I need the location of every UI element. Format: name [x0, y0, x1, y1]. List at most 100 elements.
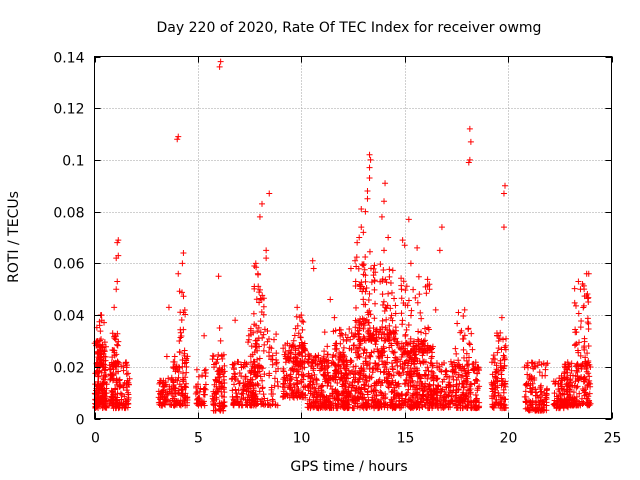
data-point	[171, 398, 178, 405]
data-point	[388, 372, 395, 379]
data-point	[379, 276, 386, 283]
data-point	[95, 398, 102, 405]
data-point	[263, 247, 270, 254]
data-point	[363, 362, 370, 369]
data-point	[228, 376, 235, 383]
data-point	[257, 295, 264, 302]
data-point	[501, 363, 508, 370]
data-point	[354, 239, 361, 246]
data-point	[366, 336, 373, 343]
data-point	[367, 352, 374, 359]
data-point	[343, 337, 350, 344]
data-point	[366, 151, 373, 158]
data-point	[422, 402, 429, 409]
data-point	[347, 265, 354, 272]
data-point	[466, 156, 473, 163]
data-point	[293, 392, 300, 399]
data-point	[375, 354, 382, 361]
data-point	[310, 394, 317, 401]
data-point	[558, 397, 565, 404]
data-point	[453, 402, 460, 409]
data-point	[175, 368, 182, 375]
data-point	[331, 342, 338, 349]
data-point	[268, 390, 275, 397]
data-point	[372, 395, 379, 402]
data-point	[442, 391, 449, 398]
data-point	[155, 394, 162, 401]
data-point	[184, 353, 191, 360]
data-point	[125, 370, 132, 377]
data-point	[378, 347, 385, 354]
data-point	[428, 368, 435, 375]
data-point	[113, 351, 120, 358]
data-point	[587, 380, 594, 387]
data-point	[381, 348, 388, 355]
data-point	[539, 372, 546, 379]
data-point	[524, 382, 531, 389]
data-point	[250, 329, 257, 336]
data-point	[362, 272, 369, 279]
data-point	[538, 361, 545, 368]
data-point	[319, 394, 326, 401]
data-point	[466, 125, 473, 132]
data-point	[400, 278, 407, 285]
data-point	[98, 317, 105, 324]
data-point	[421, 325, 428, 332]
data-point	[211, 390, 218, 397]
data-point	[475, 365, 482, 372]
data-point	[175, 270, 182, 277]
data-point	[350, 363, 357, 370]
data-point	[236, 369, 243, 376]
data-point	[209, 395, 216, 402]
data-point	[321, 329, 328, 336]
data-point	[494, 384, 501, 391]
data-point	[355, 265, 362, 272]
data-point	[472, 365, 479, 372]
data-point	[110, 363, 117, 370]
data-point	[297, 358, 304, 365]
data-point	[501, 355, 508, 362]
data-point	[352, 257, 359, 264]
data-point	[494, 349, 501, 356]
data-point	[532, 404, 539, 411]
data-point	[416, 385, 423, 392]
data-point	[399, 321, 406, 328]
data-point	[404, 341, 411, 348]
data-point	[95, 350, 102, 357]
data-point	[344, 334, 351, 341]
data-point	[564, 359, 571, 366]
data-point	[356, 324, 363, 331]
data-point	[212, 390, 219, 397]
data-point	[332, 353, 339, 360]
data-point	[221, 398, 228, 405]
data-point	[421, 343, 428, 350]
data-point	[501, 182, 508, 189]
data-point	[580, 304, 587, 311]
data-point	[196, 398, 203, 405]
data-point	[330, 395, 337, 402]
data-point	[324, 343, 331, 350]
data-point	[398, 275, 405, 282]
data-point	[394, 369, 401, 376]
data-point	[564, 395, 571, 402]
data-point	[413, 382, 420, 389]
data-point	[386, 273, 393, 280]
data-point	[158, 388, 165, 395]
data-point	[259, 200, 266, 207]
data-point	[286, 357, 293, 364]
data-point	[358, 224, 365, 231]
data-point	[114, 278, 121, 285]
data-point	[180, 250, 187, 257]
data-point	[364, 329, 371, 336]
data-point	[532, 392, 539, 399]
data-point	[381, 198, 388, 205]
data-point	[108, 372, 115, 379]
data-point	[382, 324, 389, 331]
data-point	[400, 369, 407, 376]
data-point	[502, 342, 509, 349]
data-point	[300, 384, 307, 391]
y-tick-label: 0.14	[53, 51, 84, 67]
data-point	[258, 401, 265, 408]
data-point	[383, 316, 390, 323]
data-point	[368, 349, 375, 356]
